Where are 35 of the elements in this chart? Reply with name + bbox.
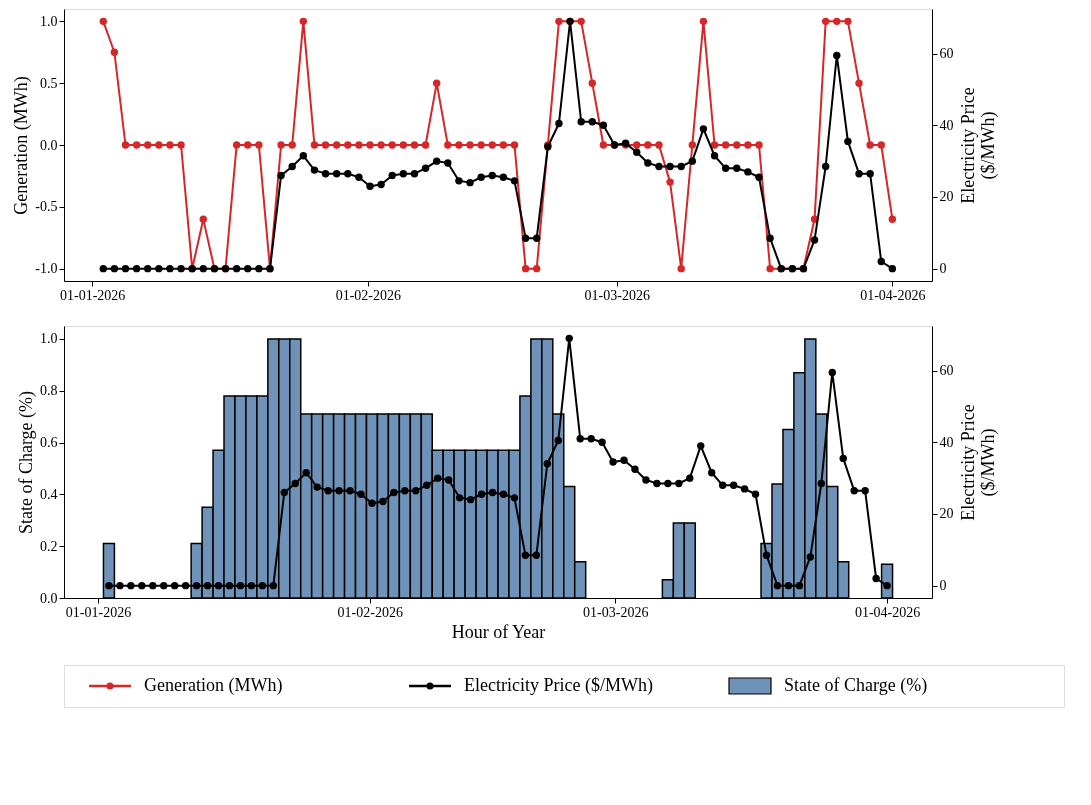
x-tick-label: 01-01-2026 <box>59 287 126 303</box>
y2-tick-label: 40 <box>939 434 954 450</box>
y-tick-label: 1.0 <box>40 331 58 347</box>
y2-tick-label: 40 <box>939 117 954 133</box>
y-tick-label: 0.0 <box>40 590 58 606</box>
x-tick-label: 01-01-2026 <box>65 604 132 620</box>
x-tick-label: 01-04-2026 <box>854 604 921 620</box>
y2-tick-label: 0 <box>939 261 947 277</box>
y-tick-label: 0.4 <box>40 486 58 502</box>
y2-tick-label: 20 <box>939 506 954 522</box>
y-tick-label: 0.2 <box>40 538 58 554</box>
y-tick-label: 0.6 <box>40 435 58 451</box>
y-tick-label: 0.5 <box>40 75 58 91</box>
y2-tick-label: 20 <box>939 189 954 205</box>
x-axis-title: Hour of Year <box>451 621 546 642</box>
y-tick-label: 0.0 <box>40 137 58 153</box>
y-axis-title: State of Charge (%) <box>16 390 37 535</box>
y2-axis-title: Electricity Price ($/MWh) <box>957 404 999 521</box>
legend-label: State of Charge (%) <box>784 675 928 696</box>
x-tick-label: 01-04-2026 <box>860 287 926 303</box>
x-tick-label: 01-03-2026 <box>584 287 650 303</box>
y2-tick-label: 60 <box>939 46 954 62</box>
y-axis-title: Generation (MWh) <box>11 76 33 215</box>
legend-label: Generation (MWh) <box>144 675 283 696</box>
y-tick-label: 1.0 <box>40 13 58 29</box>
y-tick-label: -1.0 <box>35 261 58 277</box>
x-tick-label: 01-03-2026 <box>583 604 649 620</box>
y2-axis-title: Electricity Price ($/MWh) <box>957 87 999 204</box>
y2-tick-label: 0 <box>939 578 947 594</box>
y2-tick-label: 60 <box>939 363 954 379</box>
x-tick-label: 01-02-2026 <box>335 287 401 303</box>
y-tick-label: 0.8 <box>40 383 58 399</box>
legend-label: Electricity Price ($/MWh) <box>464 675 653 696</box>
y-tick-label: -0.5 <box>35 199 58 215</box>
x-tick-label: 01-02-2026 <box>337 604 403 620</box>
